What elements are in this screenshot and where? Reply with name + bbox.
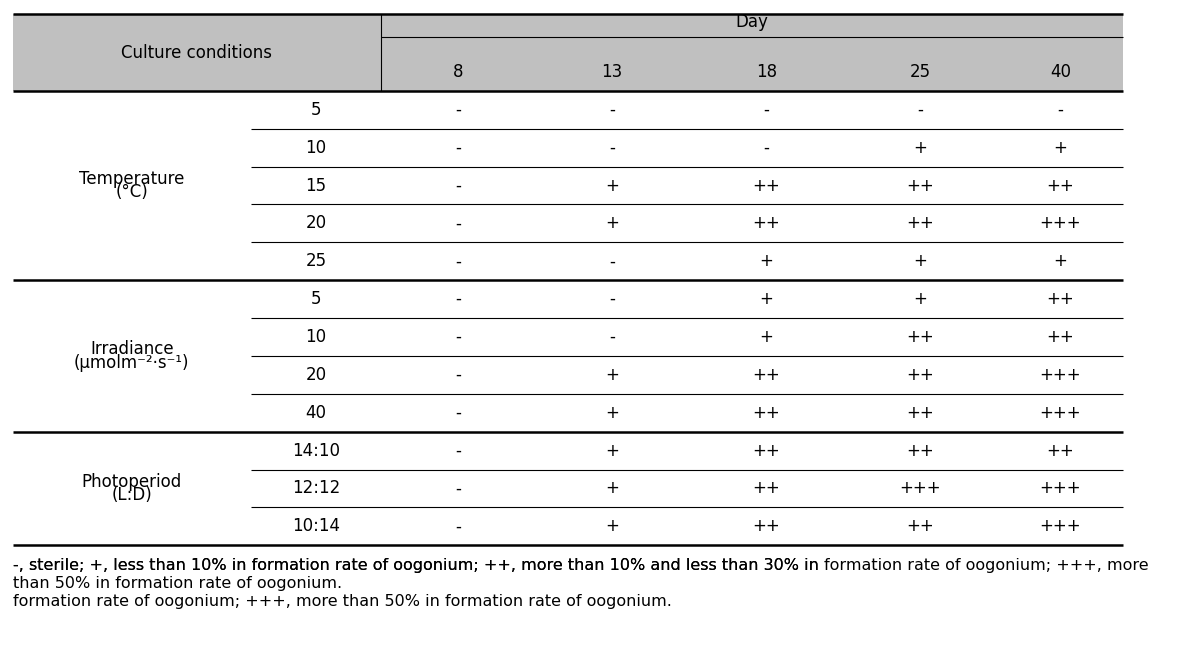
Text: -: - <box>764 101 770 119</box>
Text: +: + <box>759 252 773 270</box>
Bar <box>13 14 1124 91</box>
Text: -: - <box>1058 101 1063 119</box>
Text: ++: ++ <box>907 176 935 195</box>
Text: -: - <box>455 101 461 119</box>
Text: +: + <box>605 176 619 195</box>
Text: -: - <box>455 176 461 195</box>
Text: 10: 10 <box>305 139 327 157</box>
Text: -: - <box>455 442 461 459</box>
Text: +: + <box>605 517 619 536</box>
Text: 25: 25 <box>305 252 327 270</box>
Text: ++: ++ <box>752 442 780 459</box>
Text: 5: 5 <box>310 101 321 119</box>
Text: -: - <box>610 139 615 157</box>
Text: ++: ++ <box>907 442 935 459</box>
Text: ++: ++ <box>1047 328 1074 346</box>
Text: Photoperiod: Photoperiod <box>81 473 182 491</box>
Text: +: + <box>605 442 619 459</box>
Text: -: - <box>455 404 461 422</box>
Text: ++: ++ <box>907 404 935 422</box>
Text: Irradiance: Irradiance <box>90 340 173 359</box>
Text: +: + <box>759 290 773 308</box>
Text: +: + <box>605 480 619 497</box>
Text: +++: +++ <box>1040 366 1081 384</box>
Text: 10:14: 10:14 <box>292 517 340 536</box>
Text: (°C): (°C) <box>116 183 149 201</box>
Text: -: - <box>455 480 461 497</box>
Text: (L:D): (L:D) <box>111 486 152 504</box>
Text: ++: ++ <box>907 328 935 346</box>
Text: ++: ++ <box>907 366 935 384</box>
Text: ++: ++ <box>907 215 935 232</box>
Text: 8: 8 <box>453 63 463 81</box>
Text: 15: 15 <box>305 176 327 195</box>
Text: -: - <box>610 252 615 270</box>
Text: +: + <box>1054 139 1067 157</box>
Text: ++: ++ <box>752 366 780 384</box>
Text: 14:10: 14:10 <box>292 442 340 459</box>
Text: Temperature: Temperature <box>79 170 184 188</box>
Text: +: + <box>914 290 928 308</box>
Text: Day: Day <box>736 13 769 32</box>
Text: +: + <box>605 404 619 422</box>
Text: Culture conditions: Culture conditions <box>121 43 272 62</box>
Text: -, sterile; +, less than 10% in formation rate of oogonium; ++, more than 10% an: -, sterile; +, less than 10% in formatio… <box>13 559 1148 591</box>
Text: +: + <box>914 252 928 270</box>
Text: -: - <box>455 215 461 232</box>
Text: -: - <box>455 139 461 157</box>
Text: ++: ++ <box>752 404 780 422</box>
Text: ++: ++ <box>752 215 780 232</box>
Text: -: - <box>455 328 461 346</box>
Text: +: + <box>605 215 619 232</box>
Text: 18: 18 <box>756 63 777 81</box>
Text: -: - <box>764 139 770 157</box>
Text: +++: +++ <box>1040 404 1081 422</box>
Text: ++: ++ <box>752 176 780 195</box>
Text: formation rate of oogonium; +++, more than 50% in formation rate of oogonium.: formation rate of oogonium; +++, more th… <box>13 594 672 609</box>
Text: +++: +++ <box>1040 480 1081 497</box>
Text: -: - <box>610 101 615 119</box>
Text: +++: +++ <box>1040 517 1081 536</box>
Text: 20: 20 <box>305 366 327 384</box>
Text: -: - <box>455 290 461 308</box>
Text: -: - <box>610 290 615 308</box>
Text: ++: ++ <box>1047 442 1074 459</box>
Text: 12:12: 12:12 <box>291 480 340 497</box>
Text: 25: 25 <box>910 63 931 81</box>
Text: +: + <box>914 139 928 157</box>
Text: -: - <box>455 252 461 270</box>
Text: (μmolm⁻²·s⁻¹): (μmolm⁻²·s⁻¹) <box>74 353 190 372</box>
Text: -: - <box>917 101 923 119</box>
Text: -: - <box>455 366 461 384</box>
Text: +: + <box>759 328 773 346</box>
Text: ++: ++ <box>752 517 780 536</box>
Text: ++: ++ <box>1047 176 1074 195</box>
Text: +: + <box>1054 252 1067 270</box>
Text: 13: 13 <box>601 63 623 81</box>
Text: -, sterile; +, less than 10% in formation rate of oogonium; ++, more than 10% an: -, sterile; +, less than 10% in formatio… <box>13 559 818 573</box>
Text: 20: 20 <box>305 215 327 232</box>
Text: +++: +++ <box>1040 215 1081 232</box>
Text: +: + <box>605 366 619 384</box>
Text: -: - <box>610 328 615 346</box>
Text: 5: 5 <box>310 290 321 308</box>
Text: ++: ++ <box>907 517 935 536</box>
Text: ++: ++ <box>752 480 780 497</box>
Text: -: - <box>455 517 461 536</box>
Text: 10: 10 <box>305 328 327 346</box>
Text: +++: +++ <box>900 480 941 497</box>
Text: ++: ++ <box>1047 290 1074 308</box>
Text: 40: 40 <box>1050 63 1071 81</box>
Text: 40: 40 <box>305 404 327 422</box>
